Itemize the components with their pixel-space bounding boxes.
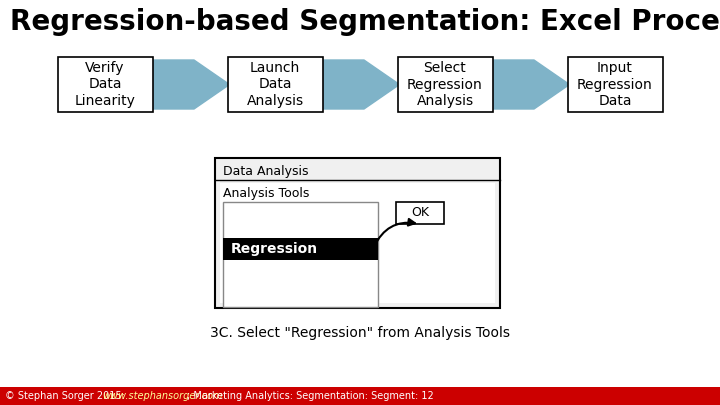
Text: ; Marketing Analytics: Segmentation: Segment: 12: ; Marketing Analytics: Segmentation: Seg… [187, 391, 434, 401]
Text: Launch
Data
Analysis: Launch Data Analysis [246, 61, 304, 108]
FancyBboxPatch shape [215, 158, 500, 308]
Polygon shape [153, 60, 230, 109]
FancyBboxPatch shape [396, 202, 444, 224]
FancyBboxPatch shape [223, 238, 378, 260]
FancyBboxPatch shape [58, 57, 153, 112]
Text: Regression: Regression [231, 242, 318, 256]
Polygon shape [323, 60, 400, 109]
Text: Analysis Tools: Analysis Tools [223, 188, 310, 200]
FancyBboxPatch shape [0, 387, 720, 405]
Text: Select
Regression
Analysis: Select Regression Analysis [407, 61, 483, 108]
FancyBboxPatch shape [397, 57, 492, 112]
Text: Input
Regression
Data: Input Regression Data [577, 61, 653, 108]
Polygon shape [492, 60, 570, 109]
Text: www.stephansorger.com: www.stephansorger.com [102, 391, 222, 401]
FancyBboxPatch shape [223, 202, 378, 307]
FancyBboxPatch shape [567, 57, 662, 112]
FancyBboxPatch shape [220, 183, 495, 303]
Text: Data Analysis: Data Analysis [223, 164, 308, 177]
Text: © Stephan Sorger 2015:: © Stephan Sorger 2015: [5, 391, 131, 401]
FancyArrowPatch shape [374, 219, 415, 247]
Text: Regression-based Segmentation: Excel Process: Regression-based Segmentation: Excel Pro… [10, 8, 720, 36]
Text: Verify
Data
Linearity: Verify Data Linearity [75, 61, 135, 108]
Text: OK: OK [411, 207, 429, 220]
FancyBboxPatch shape [228, 57, 323, 112]
Text: 3C. Select "Regression" from Analysis Tools: 3C. Select "Regression" from Analysis To… [210, 326, 510, 340]
